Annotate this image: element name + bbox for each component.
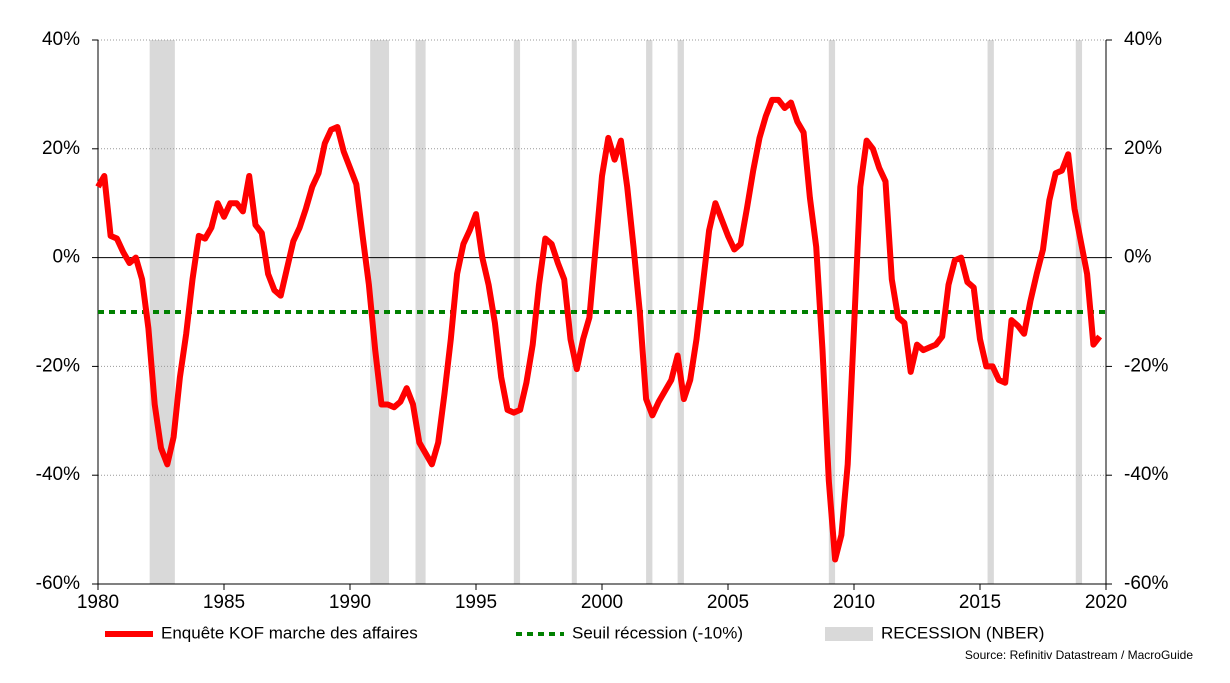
recession-band bbox=[677, 40, 684, 584]
recession-band bbox=[828, 40, 836, 584]
y2-tick-label: -60% bbox=[1124, 573, 1168, 594]
y-tick-label: 40% bbox=[42, 29, 80, 50]
x-tick-label: 2000 bbox=[581, 592, 623, 613]
x-tick-label: 2010 bbox=[833, 592, 875, 613]
y-tick-label: -60% bbox=[36, 573, 80, 594]
x-tick-label: 1990 bbox=[329, 592, 371, 613]
y2-tick-label: -40% bbox=[1124, 464, 1168, 485]
x-tick-label: 2005 bbox=[707, 592, 749, 613]
x-tick-label: 2020 bbox=[1085, 592, 1127, 613]
legend-label: RECESSION (NBER) bbox=[881, 623, 1044, 642]
legend-label: Seuil récession (-10%) bbox=[572, 623, 743, 642]
y2-tick-label: 20% bbox=[1124, 138, 1162, 159]
y-tick-label: -20% bbox=[36, 355, 80, 376]
recession-band bbox=[370, 40, 390, 584]
y2-tick-label: 0% bbox=[1124, 247, 1152, 268]
y-tick-label: 0% bbox=[53, 247, 81, 268]
y-tick-label: -40% bbox=[36, 464, 80, 485]
source: Source: Refinitiv Datastream / MacroGuid… bbox=[965, 648, 1193, 662]
legend-label: Enquête KOF marche des affaires bbox=[161, 623, 418, 642]
x-tick-label: 1980 bbox=[77, 592, 119, 613]
series-line bbox=[95, 96, 1103, 563]
y-tick-label: 20% bbox=[42, 138, 80, 159]
x-tick-label: 1985 bbox=[203, 592, 245, 613]
y2-tick-label: -20% bbox=[1124, 355, 1168, 376]
legend-swatch bbox=[825, 627, 873, 641]
x-tick-label: 2015 bbox=[959, 592, 1001, 613]
x-tick-label: 1995 bbox=[455, 592, 497, 613]
y2-tick-label: 40% bbox=[1124, 29, 1162, 50]
